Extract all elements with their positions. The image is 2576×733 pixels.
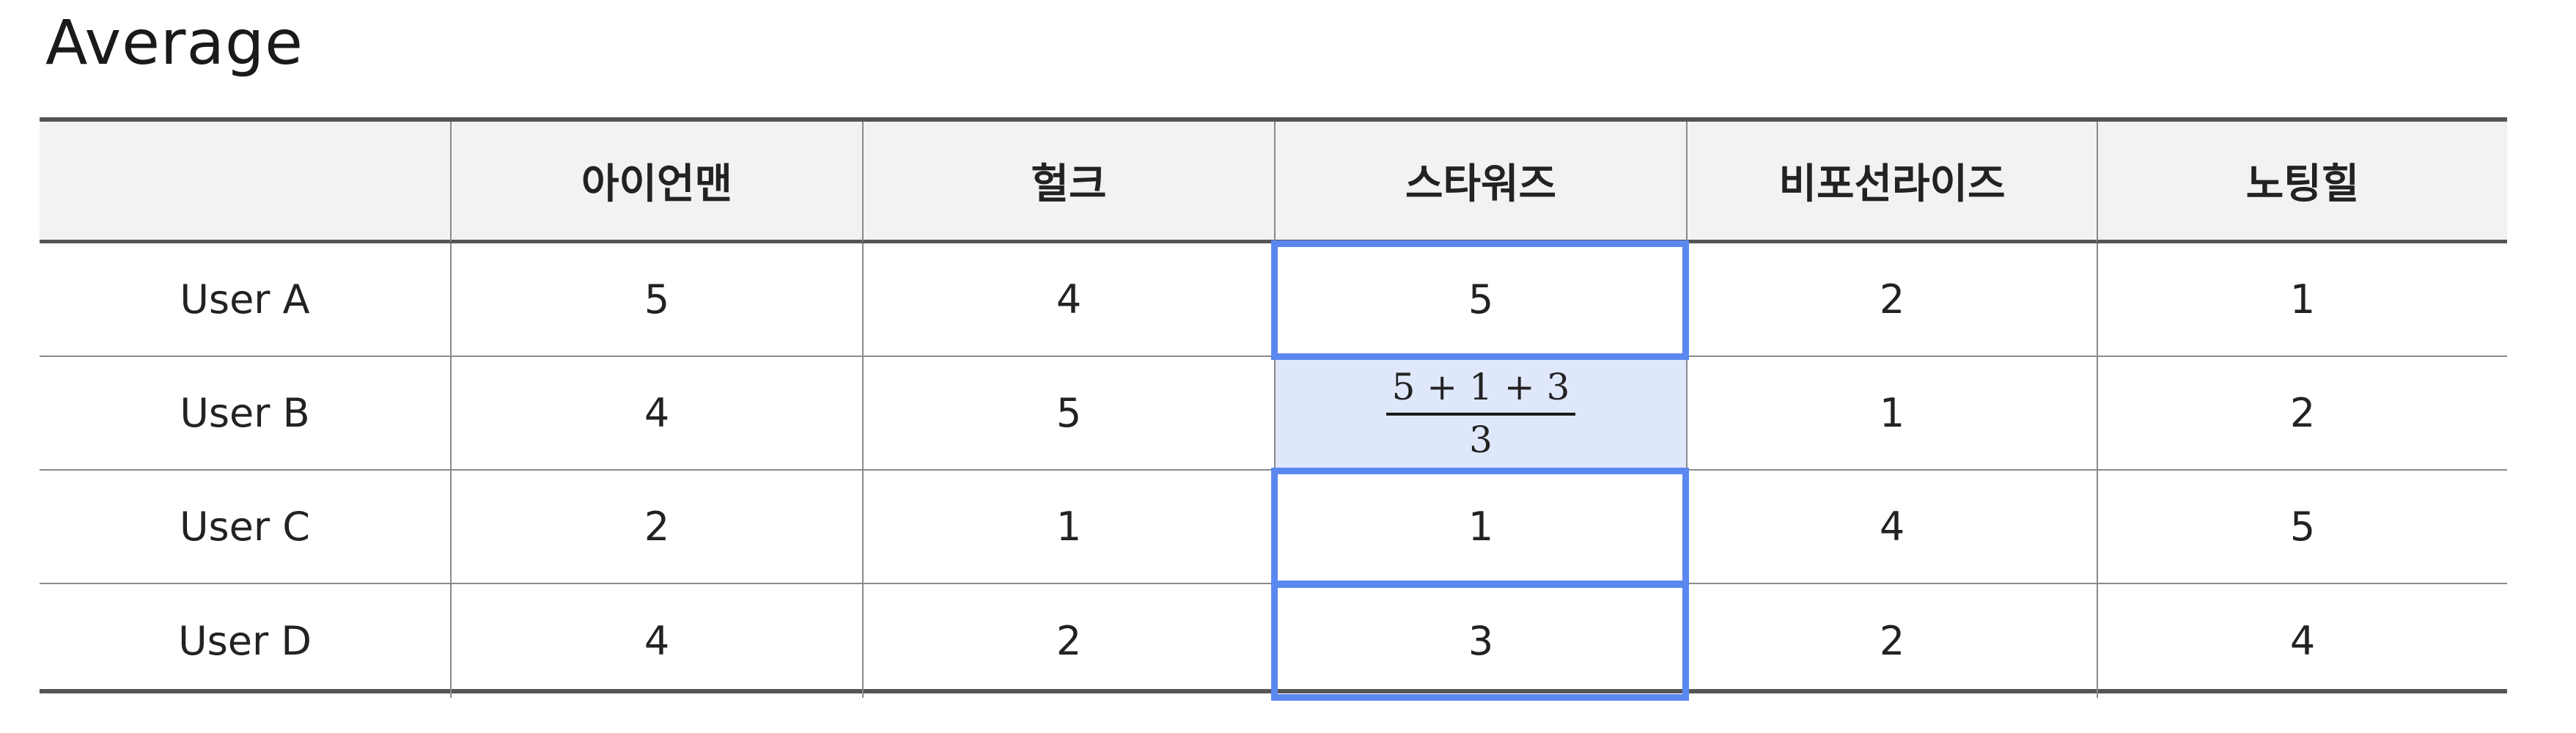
- average-formula-cell: 5 + 1 + 3 3: [1274, 357, 1686, 471]
- header-movie-notting-hill: 노팅힐: [2097, 122, 2507, 243]
- average-fraction: 5 + 1 + 3 3: [1385, 369, 1576, 461]
- rating-cell: 1: [1686, 357, 2097, 471]
- row-label-user-d: User D: [178, 618, 312, 664]
- header-corner-cell: [40, 122, 450, 243]
- rating-cell: 2: [450, 471, 862, 584]
- rating-cell: 2: [1686, 584, 2097, 698]
- rating-cell: 5: [2097, 471, 2507, 584]
- rating-cell: 2: [1686, 243, 2097, 357]
- fraction-numerator: 5 + 1 + 3: [1385, 369, 1576, 416]
- rating-cell: 4: [2097, 584, 2507, 698]
- rating-cell: 2: [862, 584, 1274, 698]
- rating-cell: 1: [2097, 243, 2507, 357]
- row-label-user-a: User A: [40, 243, 450, 357]
- header-movie-before-sunrise: 비포선라이즈: [1686, 122, 2097, 243]
- header-movie-ironman: 아이언맨: [450, 122, 862, 243]
- rating-cell: 4: [862, 243, 1274, 357]
- row-label-user-b: User B: [40, 357, 450, 471]
- rating-cell: 1: [862, 471, 1274, 584]
- rating-cell: 4: [450, 584, 862, 698]
- rating-cell-highlighted: 5: [1271, 240, 1689, 360]
- rating-cell-highlighted: 3: [1271, 581, 1689, 701]
- header-movie-hulk: 헐크: [862, 122, 1274, 243]
- rating-cell: 4: [450, 357, 862, 471]
- rating-cell: 5: [862, 357, 1274, 471]
- header-movie-starwars: 스타워즈: [1274, 122, 1686, 243]
- rating-cell: 4: [1686, 471, 2097, 584]
- ratings-table: 아이언맨 헐크 스타워즈 비포선라이즈 노팅힐 User A 5 4 5 2 1…: [40, 117, 2507, 701]
- page-title: Average: [45, 7, 303, 78]
- rating-cell-highlighted: 1: [1271, 468, 1689, 587]
- rating-cell: 5: [450, 243, 862, 357]
- row-label-user-c: User C: [40, 471, 450, 584]
- rating-cell: 2: [2097, 357, 2507, 471]
- fraction-denominator: 3: [1469, 418, 1493, 461]
